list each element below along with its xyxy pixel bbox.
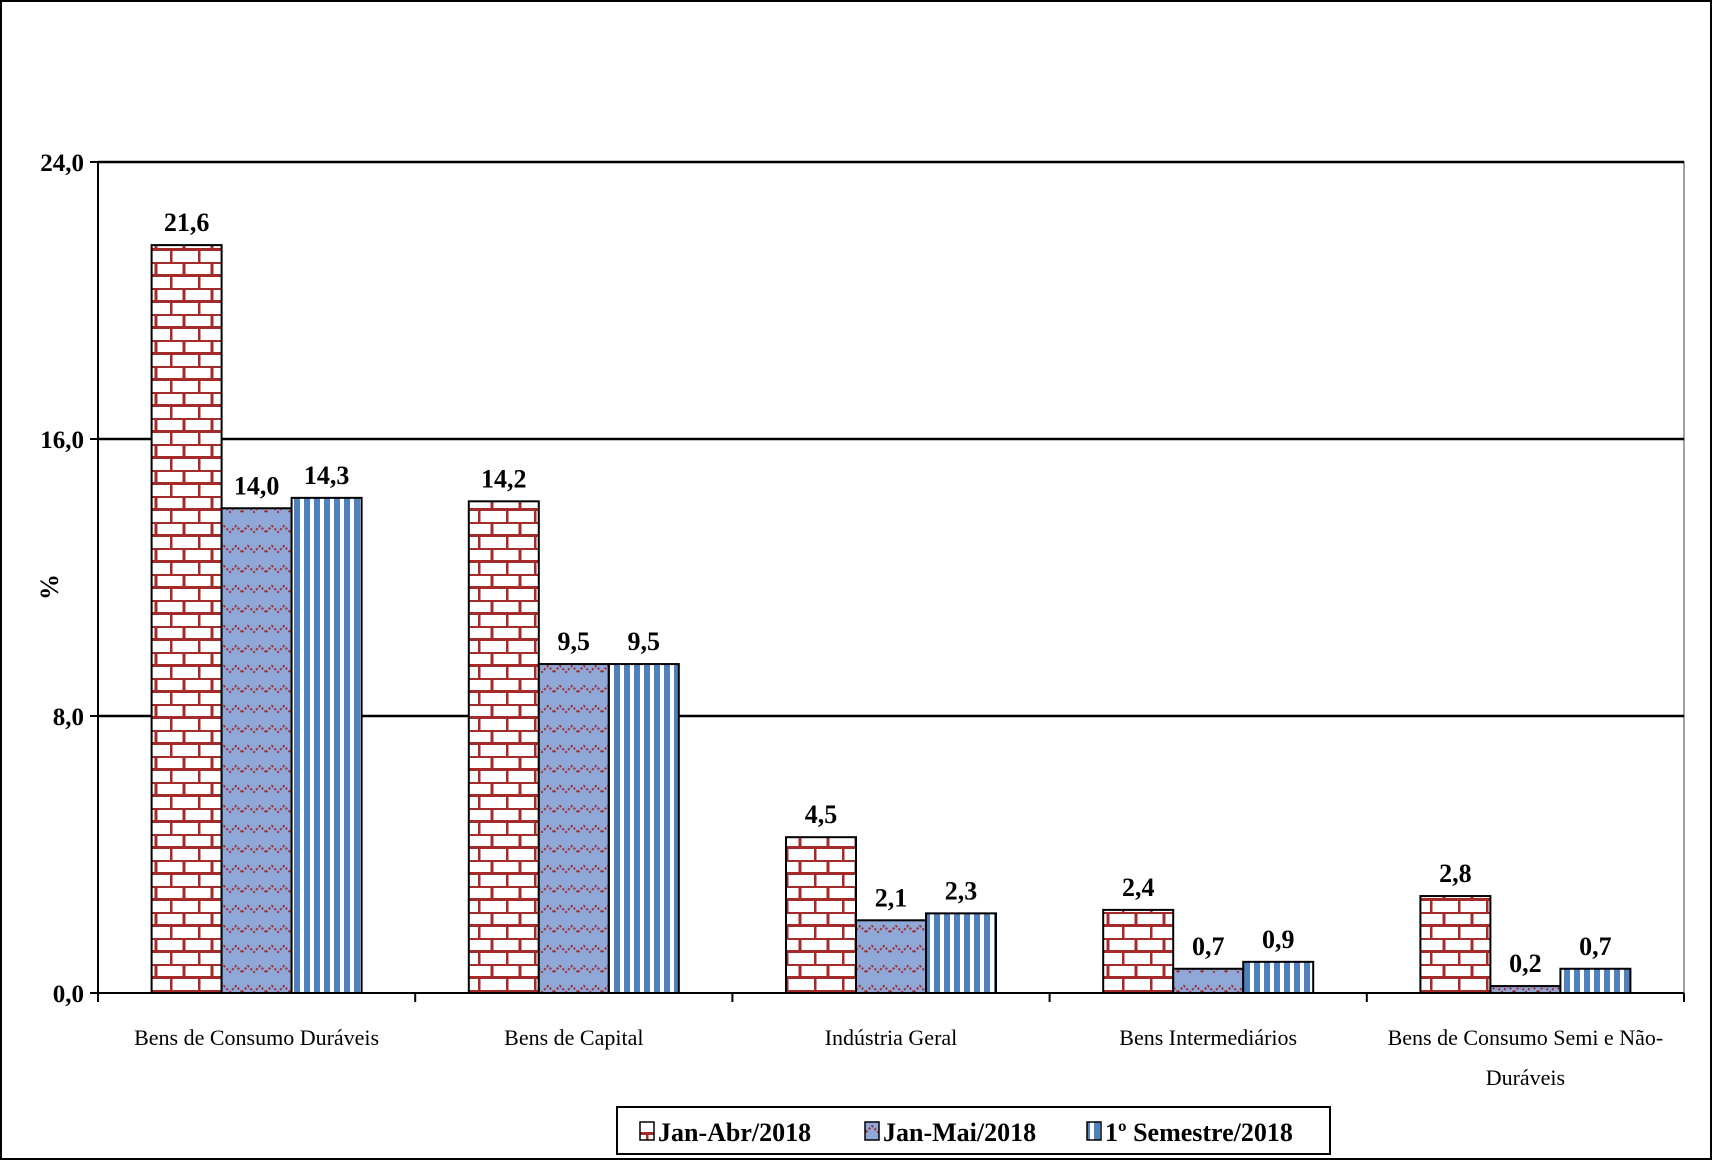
data-label: 4,5 xyxy=(805,800,838,829)
data-label: 0,9 xyxy=(1262,925,1295,954)
bar xyxy=(1419,895,1492,994)
legend-swatch xyxy=(639,1121,655,1141)
y-axis-title: % xyxy=(35,574,64,600)
data-label: 9,5 xyxy=(558,627,591,656)
data-label: 14,3 xyxy=(304,461,350,490)
x-tick-label: Bens de Consumo Duráveis xyxy=(134,1025,379,1050)
bar xyxy=(925,912,997,994)
y-tick-label: 0,0 xyxy=(53,981,84,1008)
bar xyxy=(1172,967,1245,995)
y-tick-label: 8,0 xyxy=(53,704,84,731)
data-label: 14,0 xyxy=(234,471,280,500)
legend-entry: Jan-Abr/2018 xyxy=(658,1118,811,1147)
bars xyxy=(150,244,1632,995)
data-label: 0,7 xyxy=(1579,932,1612,961)
data-label: 9,5 xyxy=(628,627,661,656)
y-tick-label: 24,0 xyxy=(40,150,84,177)
data-label: 21,6 xyxy=(164,208,210,237)
x-tick-label: Bens de Capital xyxy=(504,1025,643,1050)
bar xyxy=(1242,960,1315,995)
bar xyxy=(150,244,223,995)
x-tick-label: Indústria Geral xyxy=(825,1025,958,1050)
bar xyxy=(607,663,680,994)
data-label: 0,7 xyxy=(1192,932,1225,961)
bar xyxy=(220,507,293,994)
bar xyxy=(1102,908,1175,995)
legend: Jan-Abr/2018 Jan-Mai/2018 1º Semestre/2018 xyxy=(616,1106,1331,1155)
legend-swatch xyxy=(1086,1121,1102,1141)
legend-entry: 1º Semestre/2018 xyxy=(1105,1118,1293,1147)
data-label: 0,2 xyxy=(1509,949,1542,978)
bar xyxy=(290,496,363,994)
legend-entry: Jan-Mai/2018 xyxy=(883,1118,1036,1147)
labels: 0,0 8,0 16,0 24,0 21,6 14,0 14,3 Bens de Consum… xyxy=(40,150,1663,1090)
x-tick-label: Bens Intermediários xyxy=(1119,1025,1297,1050)
data-label: 14,2 xyxy=(481,464,527,493)
legend-swatch xyxy=(864,1121,880,1141)
bar xyxy=(855,919,927,994)
bar xyxy=(785,836,857,994)
data-label: 2,3 xyxy=(945,876,978,905)
x-tick-label: Bens de Consumo Semi e Não- xyxy=(1388,1025,1664,1050)
data-label: 2,1 xyxy=(875,883,908,912)
bar xyxy=(467,500,540,994)
data-label: 2,4 xyxy=(1122,873,1155,902)
data-label: 2,8 xyxy=(1439,859,1472,888)
x-tick-label: Duráveis xyxy=(1486,1065,1565,1090)
bar xyxy=(1559,967,1632,995)
y-tick-label: 16,0 xyxy=(40,427,84,454)
bar xyxy=(1489,985,1562,995)
bar xyxy=(537,663,610,994)
legend-box xyxy=(616,1106,1331,1155)
axes xyxy=(90,161,1685,1002)
